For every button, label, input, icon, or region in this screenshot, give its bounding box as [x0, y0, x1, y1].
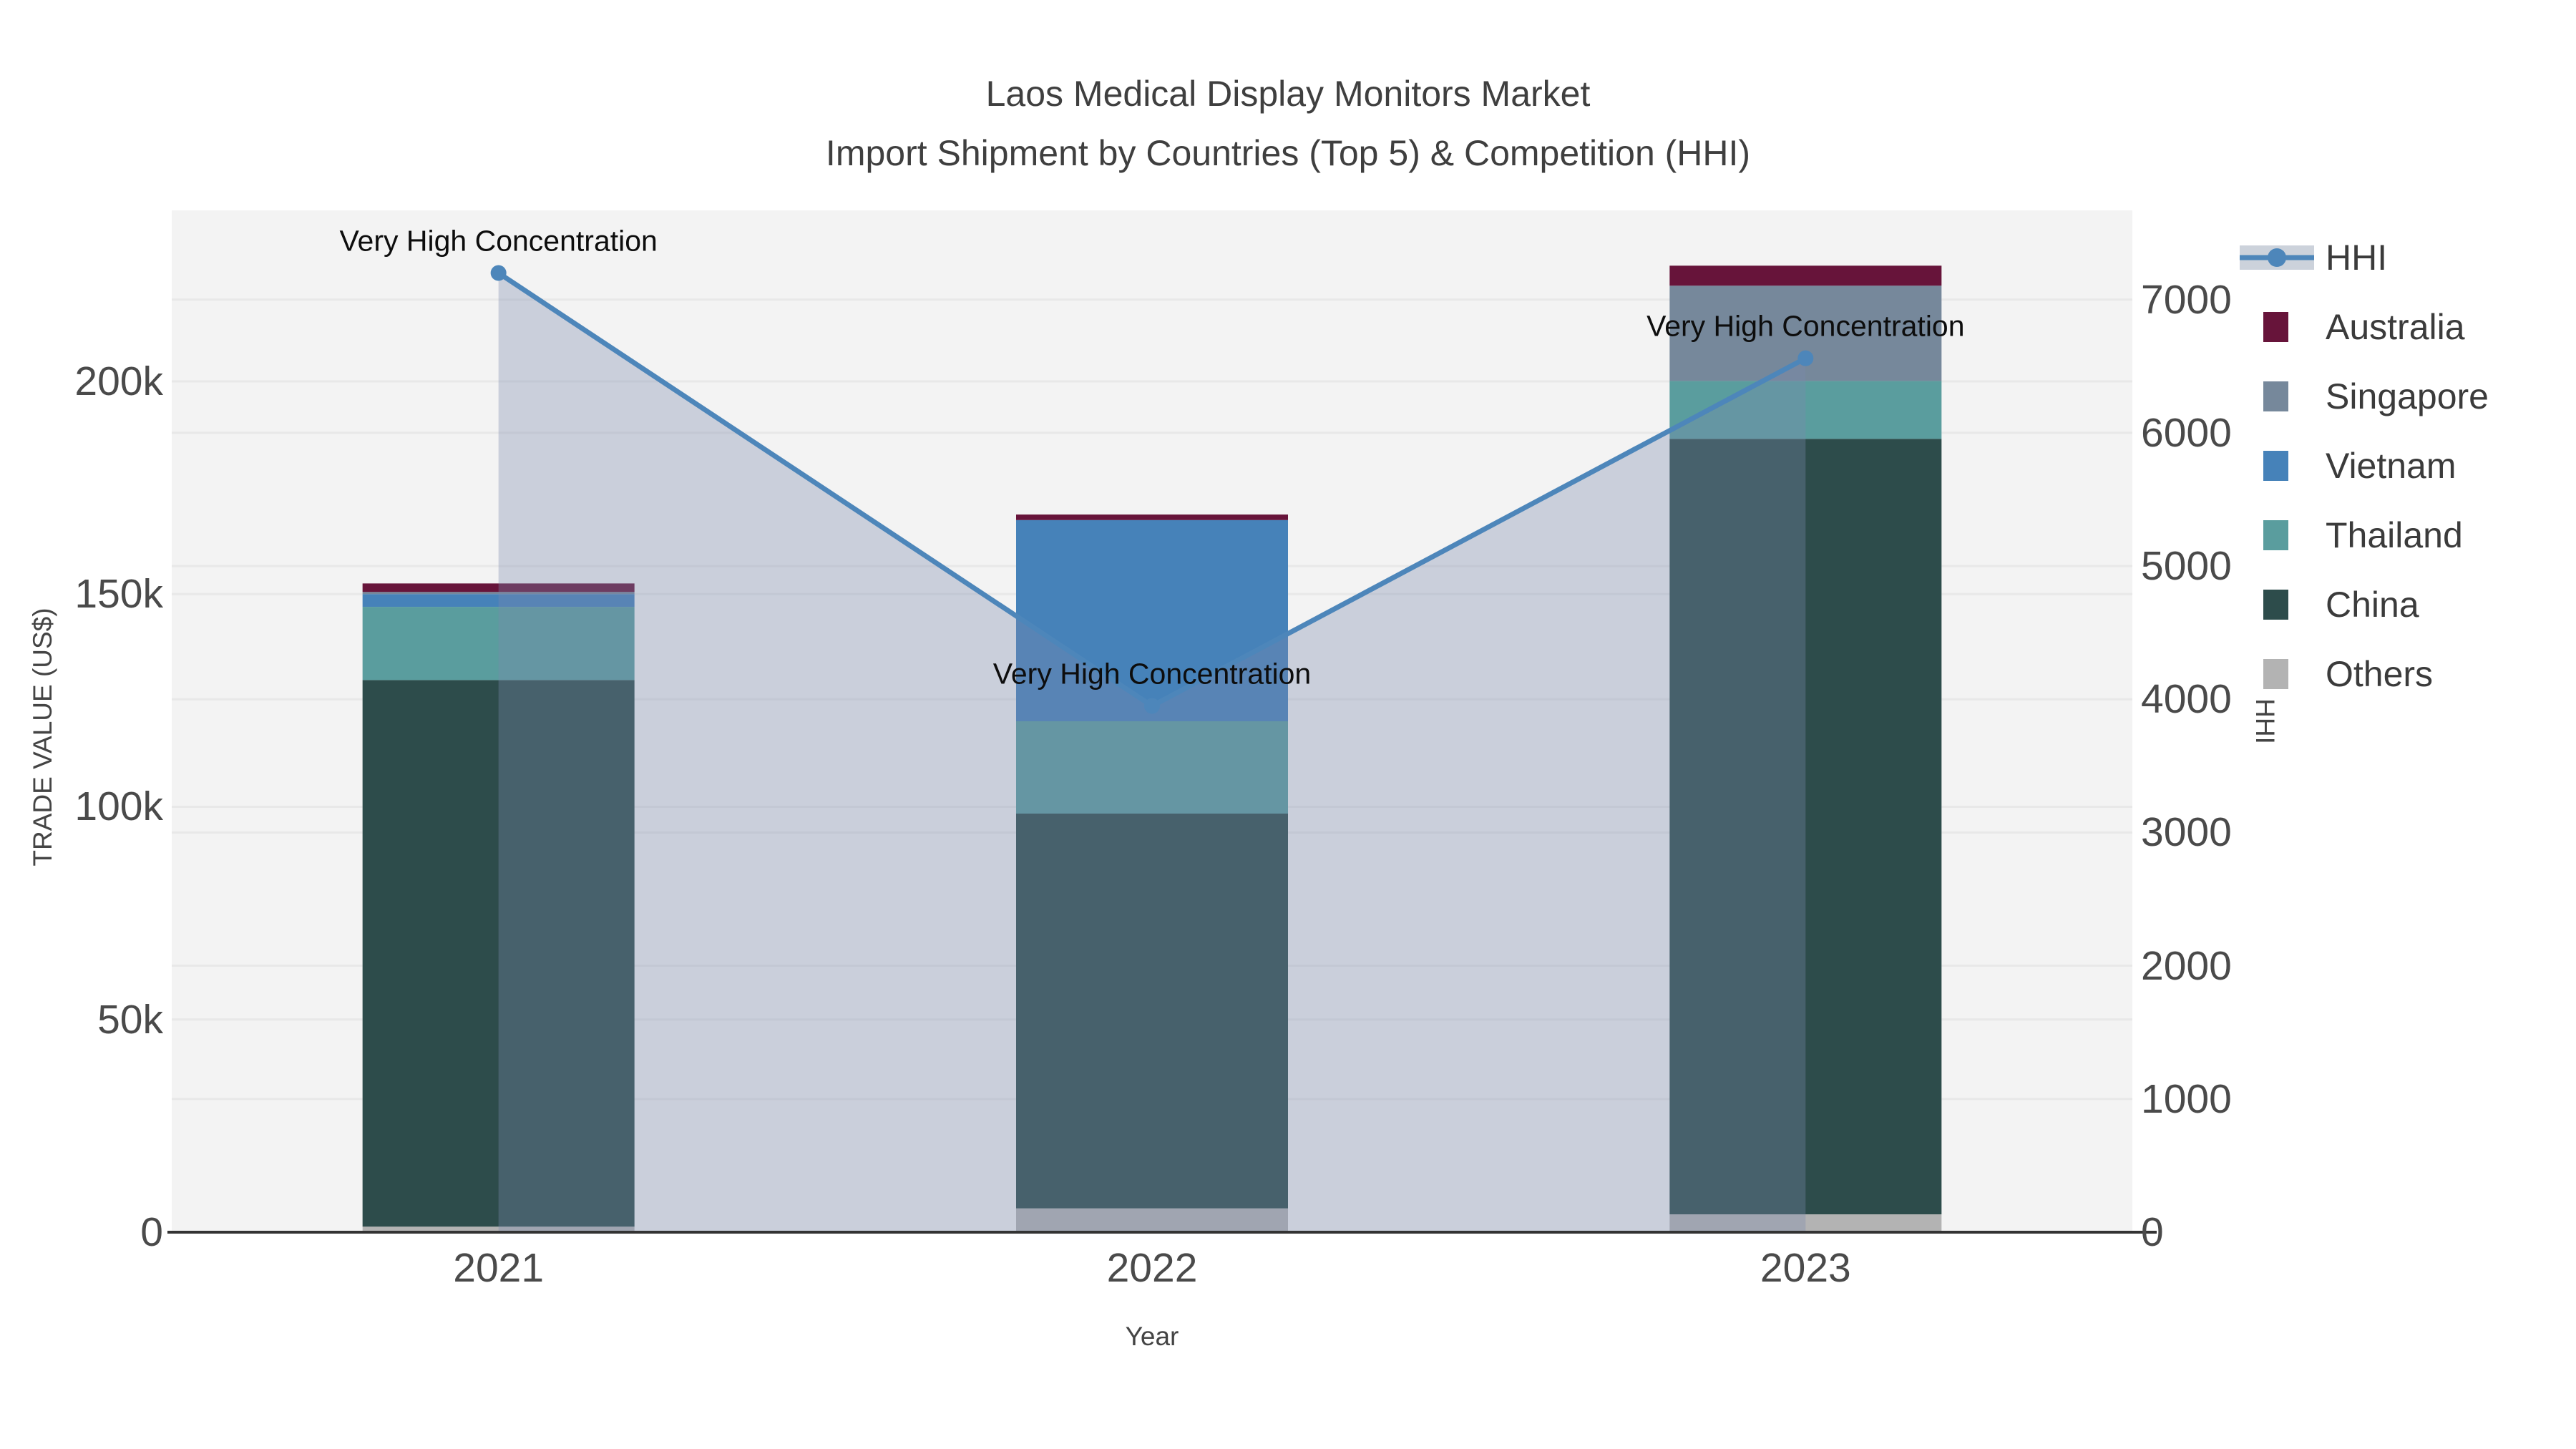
y-right-tick-6000: 6000	[2141, 409, 2232, 456]
legend-label: Singapore	[2326, 376, 2489, 416]
legend-label: Others	[2326, 654, 2434, 694]
thailand-swatch-icon	[2263, 520, 2288, 550]
bar-vietnam-2022	[1016, 519, 1288, 721]
bar-australia-2022	[1016, 514, 1288, 520]
legend-label: Australia	[2326, 307, 2465, 347]
y-right-tick-2000: 2000	[2141, 942, 2232, 989]
singapore-swatch-icon	[2263, 381, 2288, 411]
legend-item-thailand[interactable]: Thailand	[2231, 510, 2576, 560]
hhi-legend-marker-icon	[2268, 248, 2286, 267]
y-right-tick-4000: 4000	[2141, 676, 2232, 723]
legend-label: Thailand	[2326, 515, 2463, 555]
others-swatch-icon	[2263, 659, 2288, 689]
vietnam-swatch-icon	[2263, 451, 2288, 481]
legend-label: China	[2326, 585, 2419, 625]
y-right-tick-5000: 5000	[2141, 543, 2232, 590]
annotation-2021: Very High Concentration	[339, 224, 658, 257]
legend-item-others[interactable]: Others	[2231, 649, 2576, 699]
bar-china-2022	[1016, 814, 1288, 1209]
bar-others-2022	[1016, 1208, 1288, 1232]
legend-item-vietnam[interactable]: Vietnam	[2231, 441, 2576, 491]
bar-others-2021	[362, 1226, 635, 1232]
legend: HHI Australia Singapore Vietnam Thailand Chin…	[2231, 229, 2576, 726]
x-tick-2021: 2021	[453, 1245, 545, 1291]
bar-australia-2023	[1669, 265, 1942, 286]
legend-item-singapore[interactable]: Singapore	[2231, 371, 2576, 421]
y-right-tick-7000: 7000	[2141, 276, 2232, 323]
legend-item-hhi[interactable]: HHI	[2231, 233, 2576, 283]
hhi-area-fill	[498, 273, 1806, 1232]
bar-others-2023	[1669, 1214, 1942, 1232]
annotation-2022: Very High Concentration	[992, 657, 1312, 691]
bar-vietnam-2021	[362, 594, 635, 608]
hhi-marker-2021	[490, 265, 507, 281]
y-left-tick-100k: 100k	[74, 784, 163, 830]
y-left-tick-150k: 150k	[74, 571, 163, 618]
hhi-marker-2023	[1797, 350, 1814, 366]
y-left-tick-200k: 200k	[74, 358, 163, 404]
bar-thailand-2023	[1669, 381, 1942, 439]
legend-item-china[interactable]: China	[2231, 580, 2576, 630]
bar-china-2021	[362, 680, 635, 1227]
x-tick-2023: 2023	[1760, 1245, 1851, 1291]
annotation-2023: Very High Concentration	[1646, 309, 1965, 343]
x-axis-title: Year	[1125, 1322, 1179, 1351]
y-right-tick-0: 0	[2141, 1209, 2164, 1255]
australia-swatch-icon	[2263, 312, 2288, 342]
legend-label: HHI	[2326, 238, 2388, 278]
china-swatch-icon	[2263, 590, 2288, 620]
y-left-tick-50k: 50k	[97, 996, 163, 1043]
legend-label: Vietnam	[2326, 446, 2457, 486]
y-right-tick-1000: 1000	[2141, 1075, 2232, 1122]
hhi-marker-2022	[1144, 698, 1160, 714]
hhi-legend-sample	[2240, 245, 2314, 270]
bar-australia-2021	[362, 583, 635, 592]
y-right-tick-3000: 3000	[2141, 809, 2232, 856]
x-tick-2022: 2022	[1106, 1245, 1198, 1291]
bar-thailand-2021	[362, 607, 635, 680]
bar-china-2023	[1669, 439, 1942, 1215]
y-left-tick-0: 0	[140, 1209, 163, 1255]
x-axis-line	[167, 1231, 2157, 1234]
chart-title-line2: Import Shipment by Countries (Top 5) & C…	[825, 133, 1751, 173]
bar-thailand-2022	[1016, 721, 1288, 814]
legend-item-australia[interactable]: Australia	[2231, 302, 2576, 352]
bar-singapore-2021	[362, 592, 635, 595]
chart-title-line1: Laos Medical Display Monitors Market	[985, 74, 1591, 114]
y-right-axis-title: HHI	[2250, 698, 2280, 744]
y-left-axis-title: TRADE VALUE (US$)	[28, 608, 57, 867]
